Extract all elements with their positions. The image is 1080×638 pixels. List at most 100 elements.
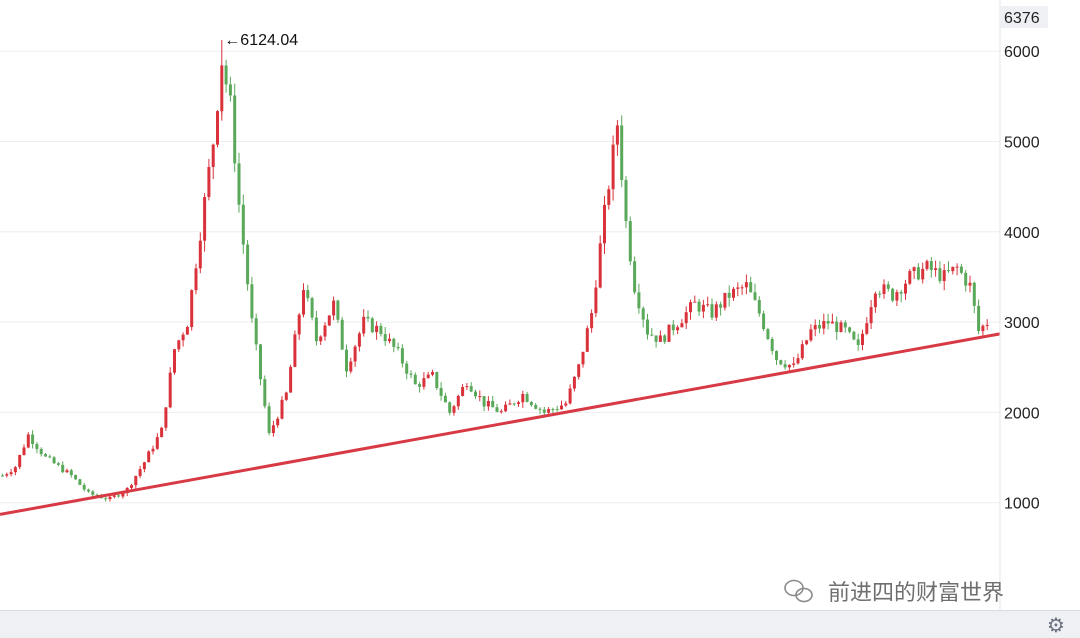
y-tick-label: 4000 (1004, 225, 1040, 242)
candle (177, 339, 181, 352)
settings-gear-icon[interactable]: ⚙ (1044, 613, 1068, 637)
candle (74, 474, 78, 481)
candle (740, 284, 744, 295)
candle (792, 356, 796, 368)
candle (805, 339, 809, 346)
candle (250, 276, 254, 323)
candle (934, 260, 938, 277)
candle (972, 281, 976, 314)
candle (418, 381, 422, 393)
candle (714, 301, 718, 321)
candle (908, 268, 912, 286)
candle (560, 400, 563, 410)
candle (284, 391, 288, 402)
candle (818, 319, 821, 334)
candle (426, 371, 430, 379)
candle (658, 330, 662, 342)
candle (504, 401, 508, 413)
candle (117, 494, 121, 498)
y-tick-label: 6000 (1004, 44, 1040, 61)
candle (964, 270, 968, 292)
candle (357, 331, 361, 352)
candle (465, 382, 469, 390)
candle (130, 483, 133, 490)
candle (366, 310, 370, 322)
candle (207, 158, 211, 201)
candle (349, 357, 353, 374)
candle (529, 401, 533, 407)
candle (435, 371, 439, 391)
candle (787, 364, 791, 372)
candle (91, 490, 95, 498)
candle (783, 360, 787, 370)
candle (345, 344, 348, 378)
candle (843, 320, 847, 333)
candle (461, 384, 465, 397)
candle (160, 426, 164, 438)
candle (568, 384, 572, 405)
candle (667, 324, 671, 343)
candle (551, 407, 555, 414)
candle (538, 407, 542, 415)
candle (82, 482, 86, 492)
candle (1, 473, 4, 477)
candle (478, 390, 482, 402)
candle (719, 301, 723, 316)
candle (886, 281, 890, 292)
candle (254, 313, 258, 351)
peak-annotation: ←6124.04 (224, 32, 298, 49)
candle (947, 261, 950, 273)
candle (633, 256, 637, 295)
candle (912, 266, 916, 279)
candle (736, 282, 740, 297)
candle (44, 452, 47, 458)
candle (869, 299, 873, 330)
candle (878, 290, 882, 298)
candle (134, 475, 138, 489)
candle (706, 296, 710, 307)
candle (336, 299, 340, 324)
y-tick-label: 5000 (1004, 135, 1040, 152)
candle (233, 83, 237, 173)
candle (340, 316, 344, 350)
current-price-label: 6376 (1004, 10, 1040, 27)
candle (628, 216, 632, 266)
candle (895, 289, 899, 306)
candle (796, 353, 800, 365)
candle (891, 287, 895, 303)
candle (813, 319, 817, 337)
candle (865, 317, 869, 336)
candle (362, 309, 366, 337)
candle (31, 430, 35, 449)
candle (577, 363, 581, 380)
candle (590, 309, 594, 333)
candle (302, 283, 305, 318)
candle (211, 143, 215, 179)
candle (770, 336, 774, 355)
candle (69, 468, 73, 478)
candle (185, 325, 189, 335)
candle (194, 263, 198, 295)
y-tick-label: 2000 (1004, 405, 1040, 422)
candle (938, 261, 942, 284)
candle (744, 274, 748, 295)
candle (104, 496, 108, 502)
candle (671, 320, 675, 336)
candle (620, 115, 624, 188)
candle (22, 444, 26, 456)
candle (856, 333, 860, 351)
candle (693, 295, 697, 303)
candle (293, 330, 297, 368)
candle (448, 401, 452, 416)
candle (985, 319, 989, 331)
candle (228, 76, 232, 102)
candle (499, 409, 503, 414)
candle (246, 239, 250, 291)
candle (598, 235, 602, 289)
candle (822, 313, 826, 335)
candle (701, 299, 705, 319)
candle (491, 395, 495, 408)
candles (1, 39, 989, 502)
candle (405, 360, 409, 380)
watermark-text: 前进四的财富世界 (828, 581, 1004, 606)
